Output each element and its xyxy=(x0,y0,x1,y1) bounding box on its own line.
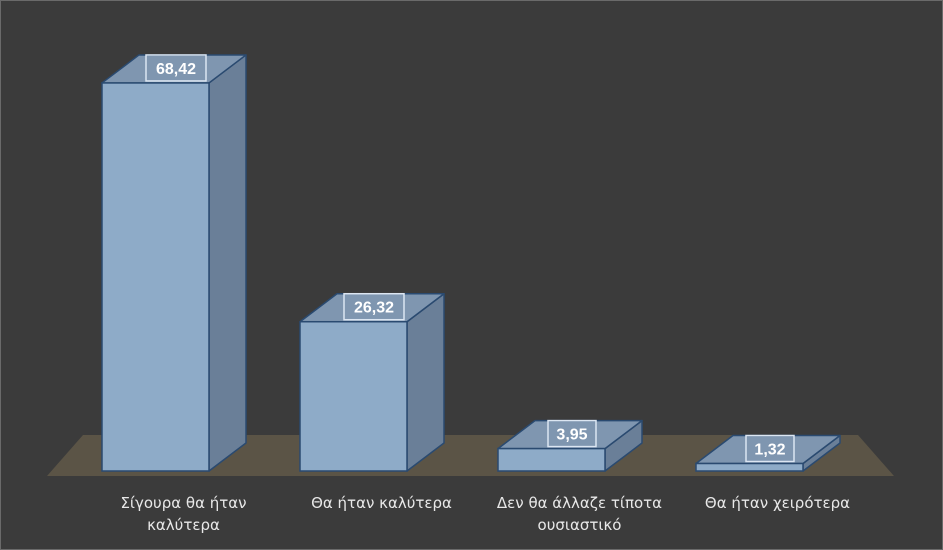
category-label-4: Θα ήταν χειρότερα xyxy=(705,494,850,512)
bar-4 xyxy=(695,434,841,472)
data-label-1: 68,42 xyxy=(145,54,207,82)
data-label-box xyxy=(547,419,597,448)
bar-side-face xyxy=(208,54,247,472)
data-label-2: 26,32 xyxy=(343,292,405,321)
bar-3 xyxy=(497,419,643,472)
category-label-3: Δεν θα άλλαζε τίποτα ουσιαστικό xyxy=(497,494,662,534)
data-label-text: 1,32 xyxy=(754,442,785,459)
category-label-line: Θα ήταν καλύτερα xyxy=(311,494,452,512)
bar-front-face xyxy=(695,462,804,472)
category-label-line: καλύτερα xyxy=(147,516,220,534)
bar-front-face xyxy=(101,82,210,472)
category-label-2: Θα ήταν καλύτερα xyxy=(311,494,452,512)
data-label-box xyxy=(343,292,405,321)
category-label-1: Σίγουρα θα ήταν καλύτερα xyxy=(120,494,246,534)
data-label-text: 26,32 xyxy=(354,300,394,317)
category-label-line: Σίγουρα θα ήταν xyxy=(120,494,246,512)
data-label-text: 68,42 xyxy=(156,61,196,78)
bar-front-face xyxy=(299,320,408,472)
bar-front-face xyxy=(497,447,606,472)
data-label-4: 1,32 xyxy=(745,434,795,463)
bar-1 xyxy=(101,54,247,472)
data-label-3: 3,95 xyxy=(547,419,597,448)
data-label-box xyxy=(745,434,795,463)
bar-2 xyxy=(299,292,445,472)
category-label-line: Δεν θα άλλαζε τίποτα xyxy=(497,494,662,512)
category-label-line: Θα ήταν χειρότερα xyxy=(705,494,850,512)
category-label-line: ουσιαστικό xyxy=(538,516,622,534)
data-label-box xyxy=(145,54,207,82)
bar-side-face xyxy=(406,292,445,472)
data-label-text: 3,95 xyxy=(556,427,587,444)
chart-floor xyxy=(47,435,894,476)
